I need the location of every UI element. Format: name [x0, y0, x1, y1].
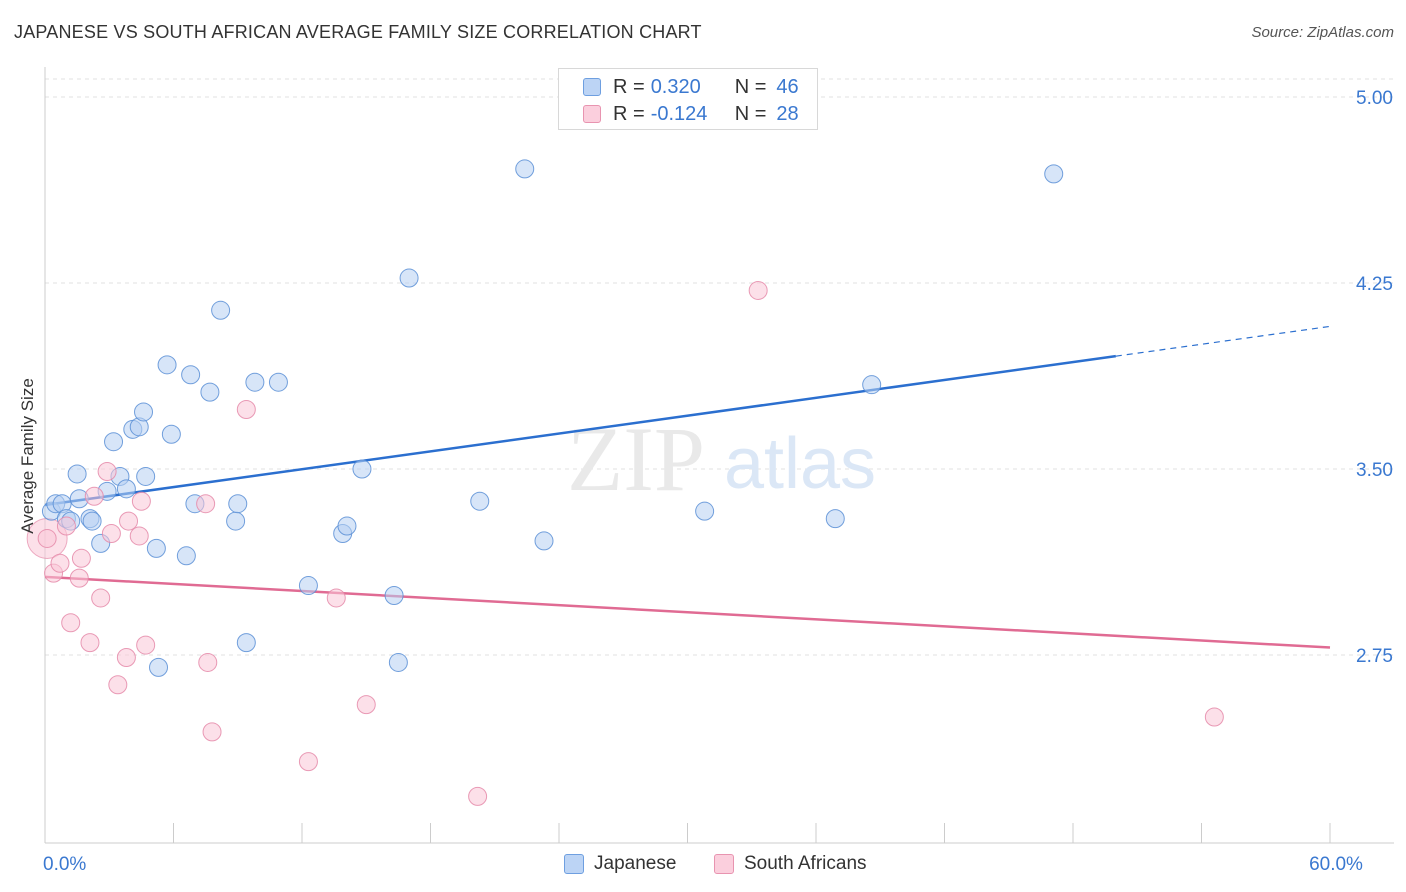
japanese-point [337, 516, 357, 536]
tick-labels: 5.00 4.25 3.50 2.75 0.0% 60.0% [43, 88, 1393, 875]
japanese-point [104, 432, 124, 452]
trend-lines [44, 325, 1331, 649]
watermark-zip: ZIP [567, 408, 705, 510]
south-africans-point [131, 491, 151, 511]
japanese-point [116, 479, 136, 499]
y-tick-label: 3.50 [1356, 460, 1393, 481]
trend-line-south-africans [44, 575, 1331, 649]
trend-line-japanese [44, 354, 1117, 507]
japanese-point [82, 511, 102, 531]
legend-r-value: -0.124 [650, 102, 708, 125]
south-africans-point [196, 494, 216, 514]
japanese-point [534, 531, 554, 551]
south-africans-point [97, 461, 117, 481]
south-africans-point [91, 588, 111, 608]
bottom-legend-label-japanese: Japanese [594, 853, 677, 874]
japanese-point [226, 511, 246, 531]
y-tick-label: 5.00 [1356, 88, 1393, 109]
japanese-point [228, 494, 248, 514]
south-africans-point [1204, 707, 1224, 727]
japanese-point [298, 576, 318, 596]
japanese-point [67, 464, 87, 484]
legend-r-label: R = [613, 75, 645, 98]
south-africans-point [136, 635, 156, 655]
south-africans-point [116, 647, 136, 667]
chart-title: JAPANESE VS SOUTH AFRICAN AVERAGE FAMILY… [14, 22, 702, 42]
japanese-point [825, 509, 845, 529]
south-africans-point [198, 652, 218, 672]
south-africans-point [71, 548, 91, 568]
japanese-point [134, 402, 154, 422]
japanese-point [515, 159, 535, 179]
south-africans-point [236, 399, 256, 419]
legend-swatch-japanese [583, 78, 601, 96]
correlation-legend: R = 0.320 N = 46 R = -0.124 N = 28 [558, 68, 818, 130]
south-africans-point [84, 486, 104, 506]
south-africans-point [356, 695, 376, 715]
japanese-point [384, 585, 404, 605]
x-tick-label: 0.0% [43, 854, 86, 875]
japanese-point [136, 466, 156, 486]
watermark: ZIP atlas [567, 408, 876, 510]
south-africans-point [468, 786, 488, 806]
bottom-legend-swatch-south-africans [714, 854, 734, 874]
japanese-point [200, 382, 220, 402]
legend-n-label: N = [734, 102, 767, 125]
legend-row-south-africans: R = -0.124 N = 28 [583, 102, 799, 126]
legend-r-label: R = [613, 102, 645, 125]
japanese-point [176, 546, 196, 566]
japanese-point [181, 365, 201, 385]
y-tick-label: 2.75 [1356, 646, 1393, 667]
legend-n-value: 46 [776, 75, 799, 98]
south-africans-point [108, 675, 128, 695]
south-africans-point [202, 722, 222, 742]
japanese-point [268, 372, 288, 392]
bottom-legend-japanese: Japanese [564, 852, 676, 876]
axes [44, 67, 1394, 844]
japanese-point [352, 459, 372, 479]
south-africans-point [50, 553, 70, 573]
south-africans-point [101, 523, 121, 543]
bottom-legend-south-africans: South Africans [714, 852, 867, 876]
south-africans-point [298, 752, 318, 772]
bottom-legend-label-south-africans: South Africans [744, 853, 867, 874]
south-africans-point [56, 516, 76, 536]
japanese-point [388, 652, 408, 672]
legend-r-value: 0.320 [650, 75, 701, 98]
south-africans-point [69, 568, 89, 588]
japanese-point [399, 268, 419, 288]
y-tick-label: 4.25 [1356, 274, 1393, 295]
south-africans-point [129, 526, 149, 546]
japanese-point [862, 375, 882, 395]
legend-swatch-south-africans [583, 105, 601, 123]
south-africans-point [37, 528, 57, 548]
watermark-atlas: atlas [724, 424, 876, 504]
japanese-point [695, 501, 715, 521]
x-tick-label: 60.0% [1309, 854, 1363, 875]
y-axis-label: Average Family Size [18, 378, 37, 534]
japanese-point [157, 355, 177, 375]
south-africans-point [80, 633, 100, 653]
japanese-point [470, 491, 490, 511]
japanese-point [236, 633, 256, 653]
grid-lines [45, 78, 1394, 656]
bottom-legend-swatch-japanese [564, 854, 584, 874]
source-label: Source: ZipAtlas.com [1251, 24, 1394, 41]
japanese-point [211, 300, 231, 320]
japanese-point [1044, 164, 1064, 184]
legend-n-label: N = [734, 75, 767, 98]
japanese-point [245, 372, 265, 392]
legend-row-japanese: R = 0.320 N = 46 [583, 75, 799, 99]
south-africans-point [326, 588, 346, 608]
south-africans-point [748, 280, 768, 300]
south-africans-point [119, 511, 139, 531]
data-points [26, 159, 1224, 806]
south-africans-point [61, 613, 81, 633]
japanese-point [149, 657, 169, 677]
japanese-point [161, 424, 181, 444]
japanese-point [146, 538, 166, 558]
trend-line-japanese-extension [1115, 325, 1331, 357]
legend-n-value: 28 [776, 102, 799, 125]
